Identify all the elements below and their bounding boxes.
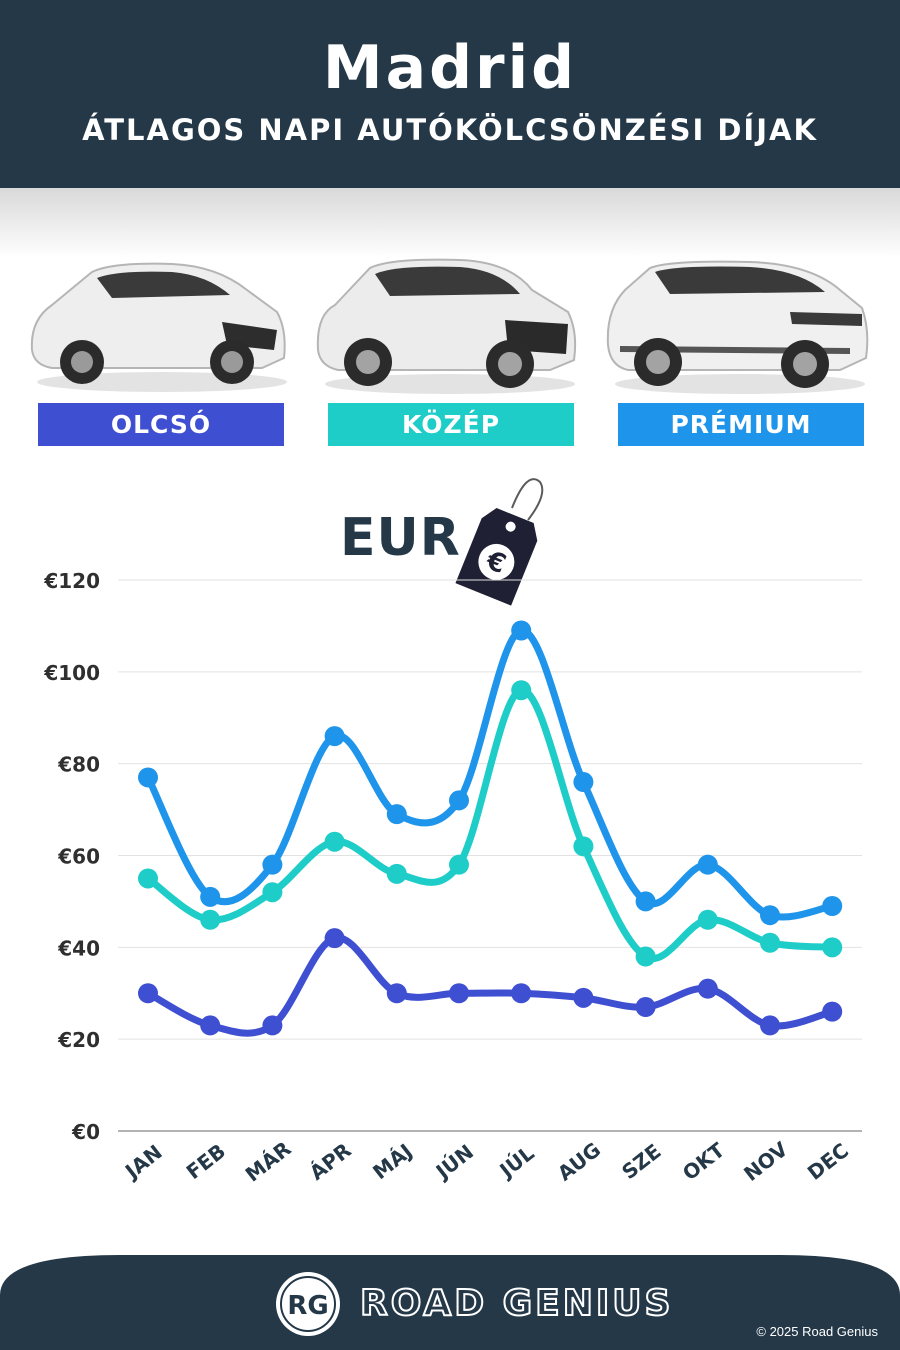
data-point <box>697 854 718 875</box>
x-tick-label: JAN <box>119 1140 167 1185</box>
series-line-1 <box>144 686 836 962</box>
x-tick-label: AUG <box>553 1137 605 1185</box>
luxury-suv-icon <box>606 260 869 394</box>
x-tick-label: DEC <box>803 1138 853 1185</box>
data-point <box>511 680 532 701</box>
x-tick-label: ÁPR <box>305 1138 356 1185</box>
x-tick-label: MÁJ <box>368 1139 417 1184</box>
footer-banner <box>0 1255 900 1350</box>
data-point <box>324 928 345 949</box>
data-point <box>324 726 345 747</box>
data-point <box>635 891 656 912</box>
y-tick-label: €60 <box>57 845 100 869</box>
data-point <box>200 1015 221 1036</box>
copyright-text: © 2025 Road Genius <box>756 1324 878 1339</box>
data-point <box>138 983 158 1004</box>
data-point <box>822 896 843 917</box>
data-point <box>138 868 158 889</box>
series-line-2 <box>144 934 836 1037</box>
y-tick-label: €80 <box>57 753 100 777</box>
data-point <box>760 905 780 926</box>
data-point <box>386 804 407 825</box>
data-point <box>386 863 407 884</box>
data-point <box>511 983 532 1004</box>
data-point <box>760 932 780 953</box>
data-point <box>200 886 221 907</box>
data-point <box>200 909 221 930</box>
price-tag-icon: € <box>455 478 544 606</box>
hatchback-car-icon <box>30 262 287 392</box>
page-subtitle: ÁTLAGOS NAPI AUTÓKÖLCSÖNZÉSI DÍJAK <box>82 113 818 147</box>
data-point <box>262 854 283 875</box>
currency-label: EUR <box>340 508 461 568</box>
data-point <box>573 772 594 793</box>
data-point <box>511 620 532 641</box>
road-genius-logo-icon: RG <box>276 1272 340 1336</box>
x-tick-label: FEB <box>182 1139 230 1184</box>
data-point <box>697 978 718 999</box>
y-tick-label: €120 <box>43 569 100 593</box>
data-point <box>635 946 656 967</box>
x-tick-label: JÚL <box>494 1141 539 1184</box>
x-tick-label: NOV <box>739 1137 793 1186</box>
header-banner: Madrid ÁTLAGOS NAPI AUTÓKÖLCSÖNZÉSI DÍJA… <box>0 0 900 188</box>
line-chart: €0 €20 €40 €60 €80 €100 €120 JAN FEB MÁR ÁPR MÁJ JÚ… <box>43 569 862 1187</box>
x-tick-label: JÚN <box>430 1140 478 1185</box>
data-point <box>760 1015 780 1036</box>
x-tick-label: SZE <box>617 1139 665 1184</box>
data-point <box>449 983 469 1004</box>
category-label-premium: PRÉMIUM <box>618 403 864 446</box>
category-label-mid: KÖZÉP <box>328 403 574 446</box>
brand-name: ROAD GENIUS <box>359 1282 674 1325</box>
data-point <box>449 854 469 875</box>
suv-car-icon <box>316 258 577 394</box>
y-tick-label: €100 <box>43 661 100 685</box>
data-point <box>138 767 158 788</box>
header-shadow <box>0 188 900 258</box>
data-point <box>262 882 283 903</box>
y-tick-label: €20 <box>57 1028 100 1052</box>
y-tick-label: €40 <box>57 936 100 960</box>
data-point <box>822 1001 843 1022</box>
x-tick-label: OKT <box>678 1138 729 1186</box>
data-point <box>635 997 656 1018</box>
category-label-budget: OLCSÓ <box>38 403 284 446</box>
data-point <box>697 909 718 930</box>
logo-initials: RG <box>287 1291 328 1321</box>
data-point <box>386 983 407 1004</box>
data-point <box>573 836 594 857</box>
page-title: Madrid <box>322 33 578 103</box>
data-point <box>822 937 843 958</box>
data-point <box>262 1015 283 1036</box>
y-tick-label: €0 <box>71 1120 100 1144</box>
data-point <box>324 831 345 852</box>
x-tick-label: MÁR <box>241 1136 296 1186</box>
data-point <box>573 987 594 1008</box>
data-point <box>449 790 469 811</box>
